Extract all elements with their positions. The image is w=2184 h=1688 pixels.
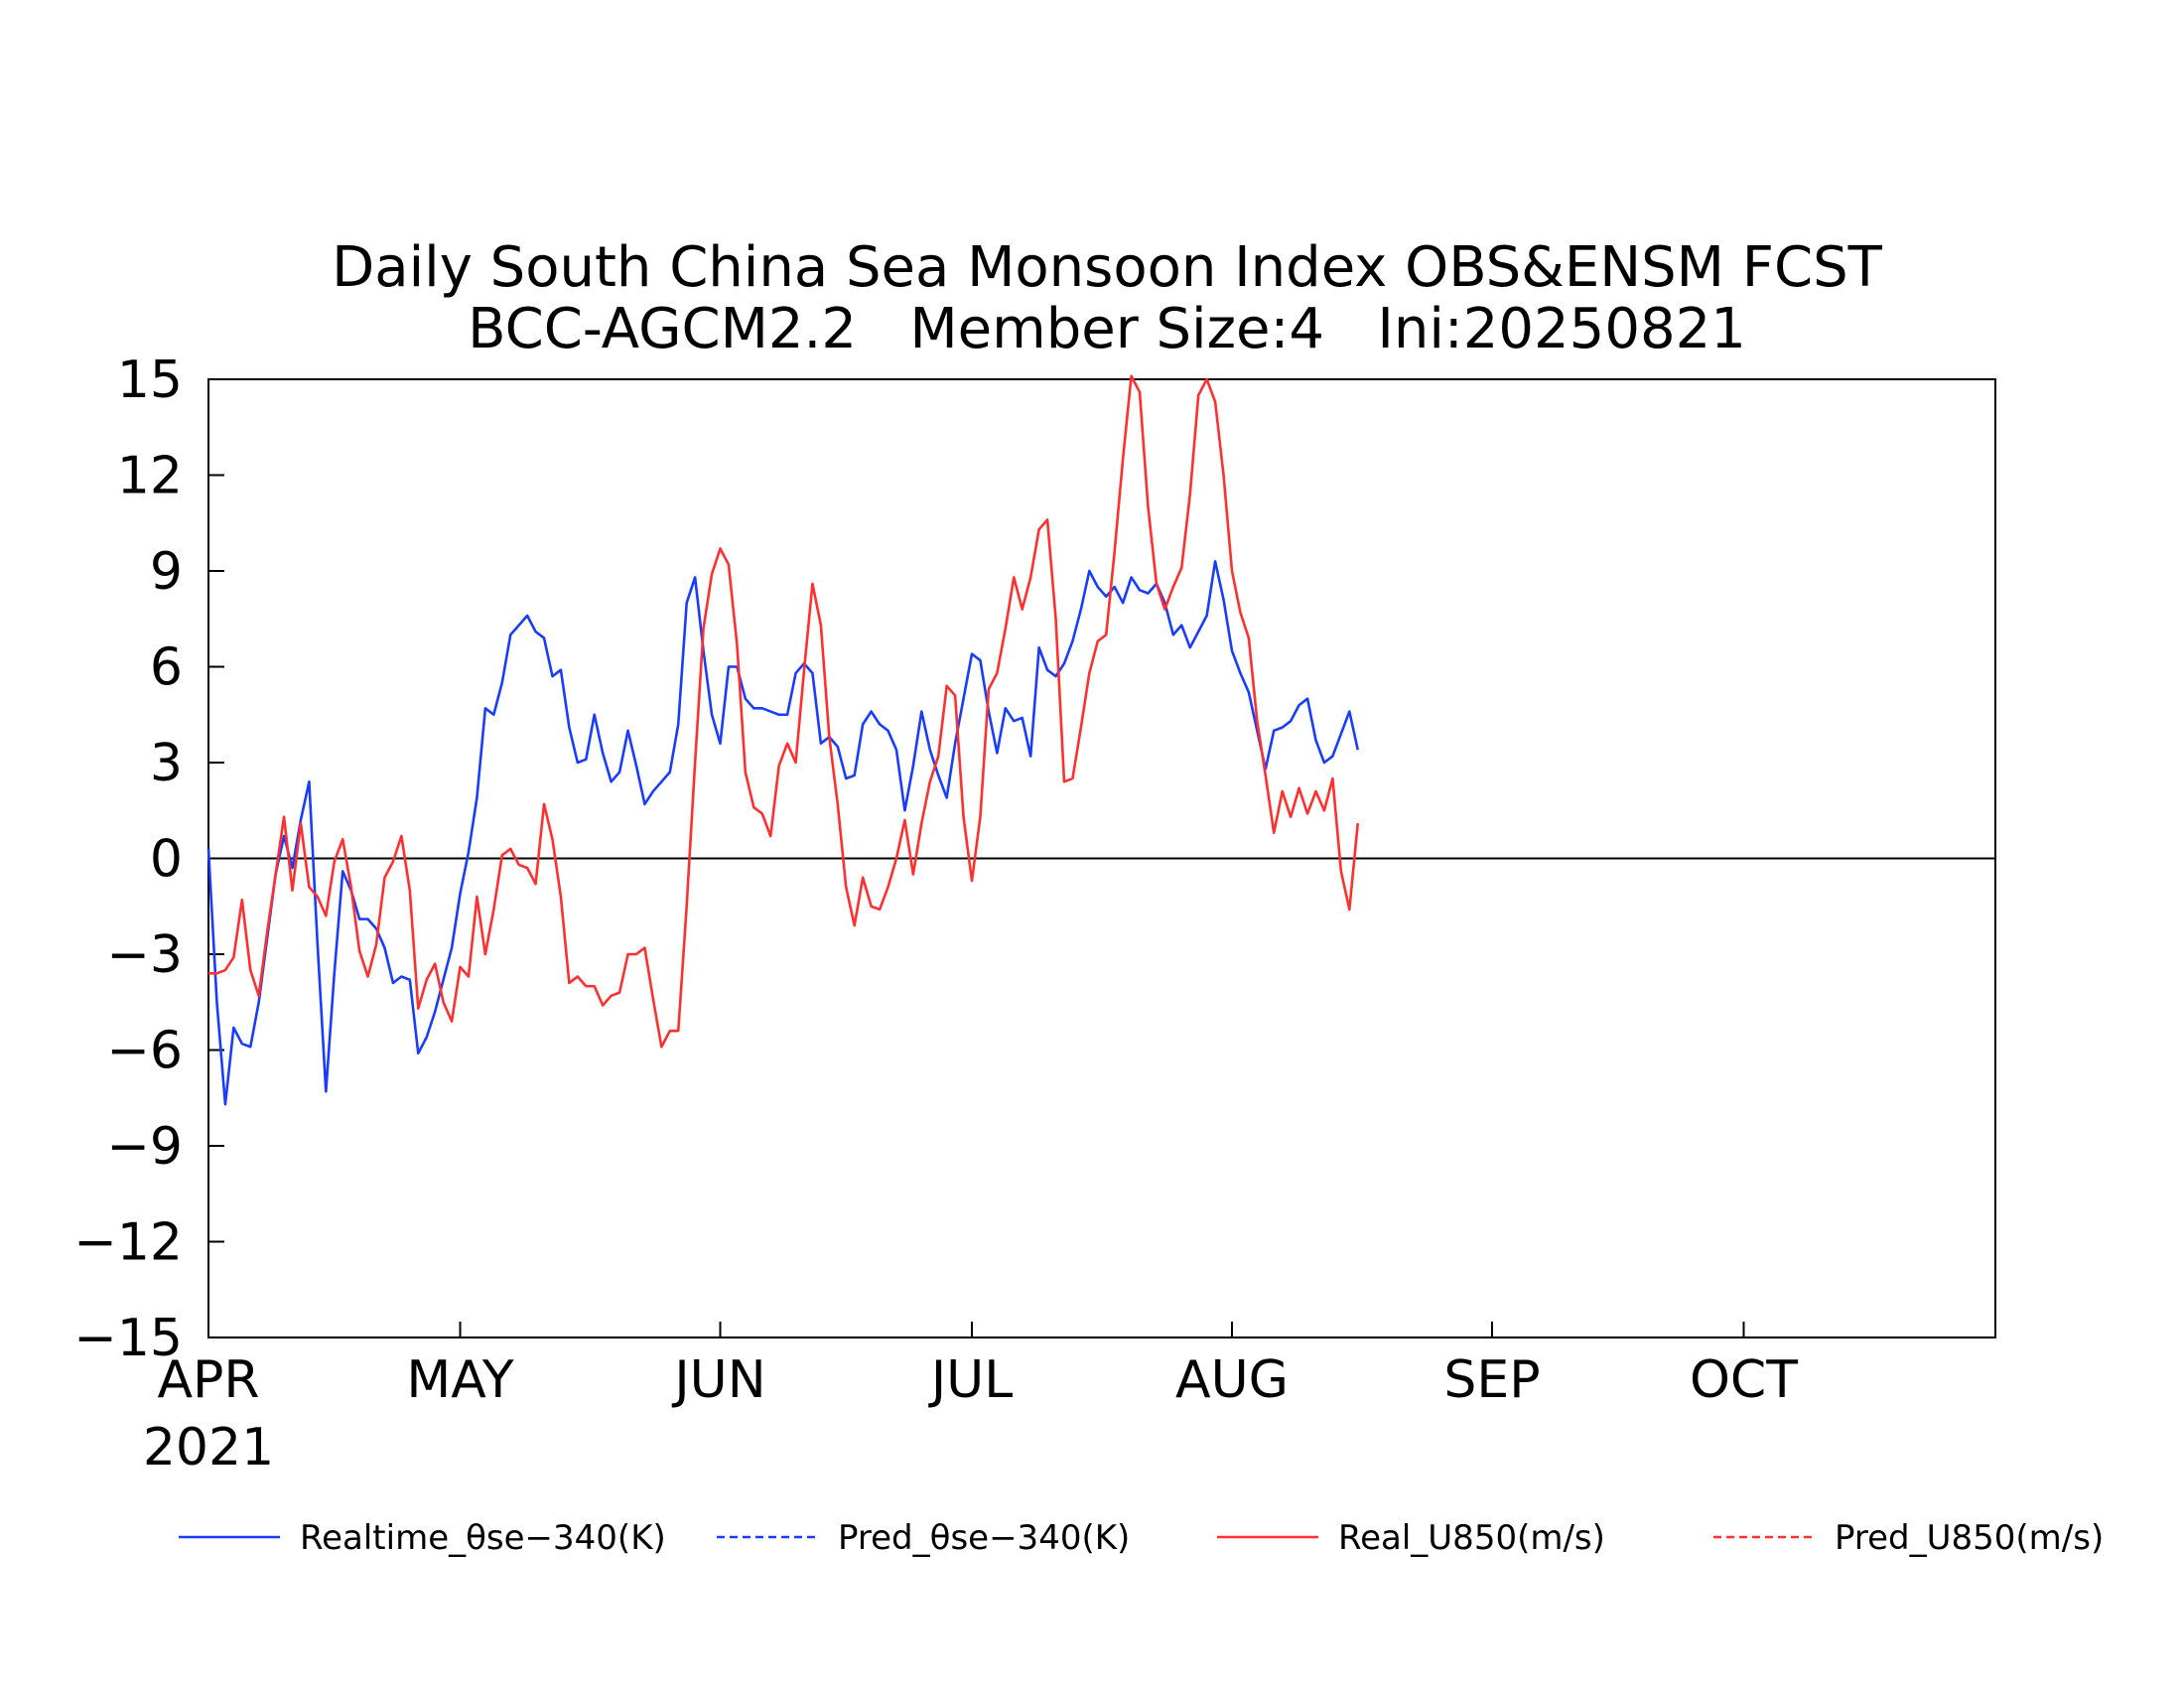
chart-title-line-1: Daily South China Sea Monsoon Index OBS&… [332, 235, 1882, 300]
y-tick-label: 6 [150, 638, 183, 698]
series-line-0 [206, 560, 1360, 1106]
legend-label: Pred_θse−340(K) [838, 1518, 1130, 1558]
y-tick-label: −3 [106, 925, 183, 985]
y-tick-label: 0 [150, 830, 183, 890]
y-tick-label: −9 [106, 1117, 183, 1177]
chart-title-line-2: BCC-AGCM2.2 Member Size:4 Ini:20250821 [468, 297, 1746, 361]
y-tick-label: 12 [117, 447, 183, 506]
y-tick-label: 3 [150, 734, 183, 793]
x-tick-label: MAY [406, 1350, 513, 1410]
x-tick-label: APR [157, 1350, 259, 1410]
y-tick-label: 9 [150, 542, 183, 602]
x-tick-year-label: 2021 [143, 1418, 274, 1477]
x-tick-label: JUN [671, 1350, 765, 1410]
x-tick-label: OCT [1690, 1350, 1798, 1410]
x-tick-label: SEP [1443, 1350, 1540, 1410]
y-tick-label: −12 [73, 1213, 183, 1273]
y-tick-label: 15 [117, 351, 183, 410]
series-layer [206, 374, 1995, 1106]
legend: Realtime_θse−340(K) Pred_θse−340(K) Real_U… [179, 1518, 2104, 1558]
x-tick-label: JUL [928, 1350, 1013, 1410]
legend-label: Realtime_θse−340(K) [300, 1518, 666, 1558]
legend-label: Pred_U850(m/s) [1835, 1518, 2104, 1558]
y-tick-label: −6 [106, 1022, 183, 1081]
x-tick-label: AUG [1175, 1350, 1289, 1410]
y-axis: 15 12 9 6 3 0 −3 −6 −9 −12 −15 [73, 351, 224, 1368]
x-axis: APR 2021 MAY JUN JUL AUG SEP OCT [143, 1322, 1798, 1477]
series-line-2 [208, 374, 1360, 1049]
legend-label: Real_U850(m/s) [1338, 1518, 1605, 1558]
y-tick-label: −15 [73, 1309, 183, 1368]
